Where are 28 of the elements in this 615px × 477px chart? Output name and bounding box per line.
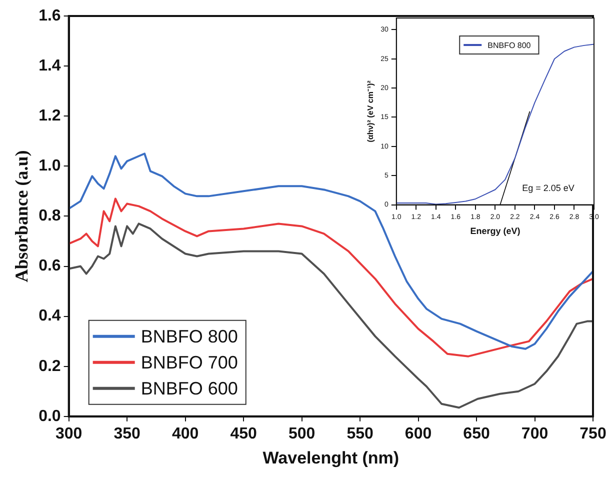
y-tick-label: 1.0 [38,158,61,175]
x-tick-label: 650 [463,425,490,442]
x-tick-label: 600 [404,425,432,442]
legend-label: BNBFO 700 [140,352,238,372]
x-tick-label: 350 [114,425,141,442]
y-tick-label: 0.6 [38,258,61,275]
legend-label: BNBFO 800 [488,41,532,50]
y-axis-title: Absorbance (a.u) [11,150,32,282]
x-axis-title: Energy (eV) [470,226,520,236]
x-tick-label: 500 [288,425,316,442]
x-tick-label: 400 [172,425,199,442]
y-tick-label: 1.6 [38,7,61,24]
legend-label: BNBFO 600 [140,378,238,398]
annotation: Eg = 2.05 eV [522,182,574,193]
x-tick-label: 700 [521,425,548,442]
y-tick-label: 1.4 [38,57,61,74]
x-axis-title: Wavelenght (nm) [262,448,400,468]
y-tick-label: 0.8 [38,208,61,225]
y-tick-label: 0.0 [38,408,61,425]
x-tick-label: 550 [346,425,374,442]
y-tick-label: 1.2 [38,108,61,125]
y-tick-label: 0.4 [38,308,61,325]
legend-label: BNBFO 800 [140,326,238,346]
y-tick-label: 0.2 [38,358,61,375]
x-tick-label: 450 [230,425,258,442]
x-tick-label: 300 [55,425,82,442]
y-axis-title: (αhν)² (eV cm⁻¹)² [366,80,376,142]
x-tick-label: 750 [580,425,606,442]
